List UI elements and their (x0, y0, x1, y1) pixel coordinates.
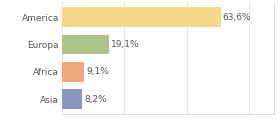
Text: 8,2%: 8,2% (84, 95, 107, 104)
Bar (62, 35, 109, 54)
Bar (62, 89, 82, 109)
Text: 9,1%: 9,1% (87, 67, 109, 76)
Bar (62, 7, 221, 27)
Text: 19,1%: 19,1% (111, 40, 140, 49)
Text: 63,6%: 63,6% (223, 13, 251, 22)
Bar (62, 62, 84, 82)
